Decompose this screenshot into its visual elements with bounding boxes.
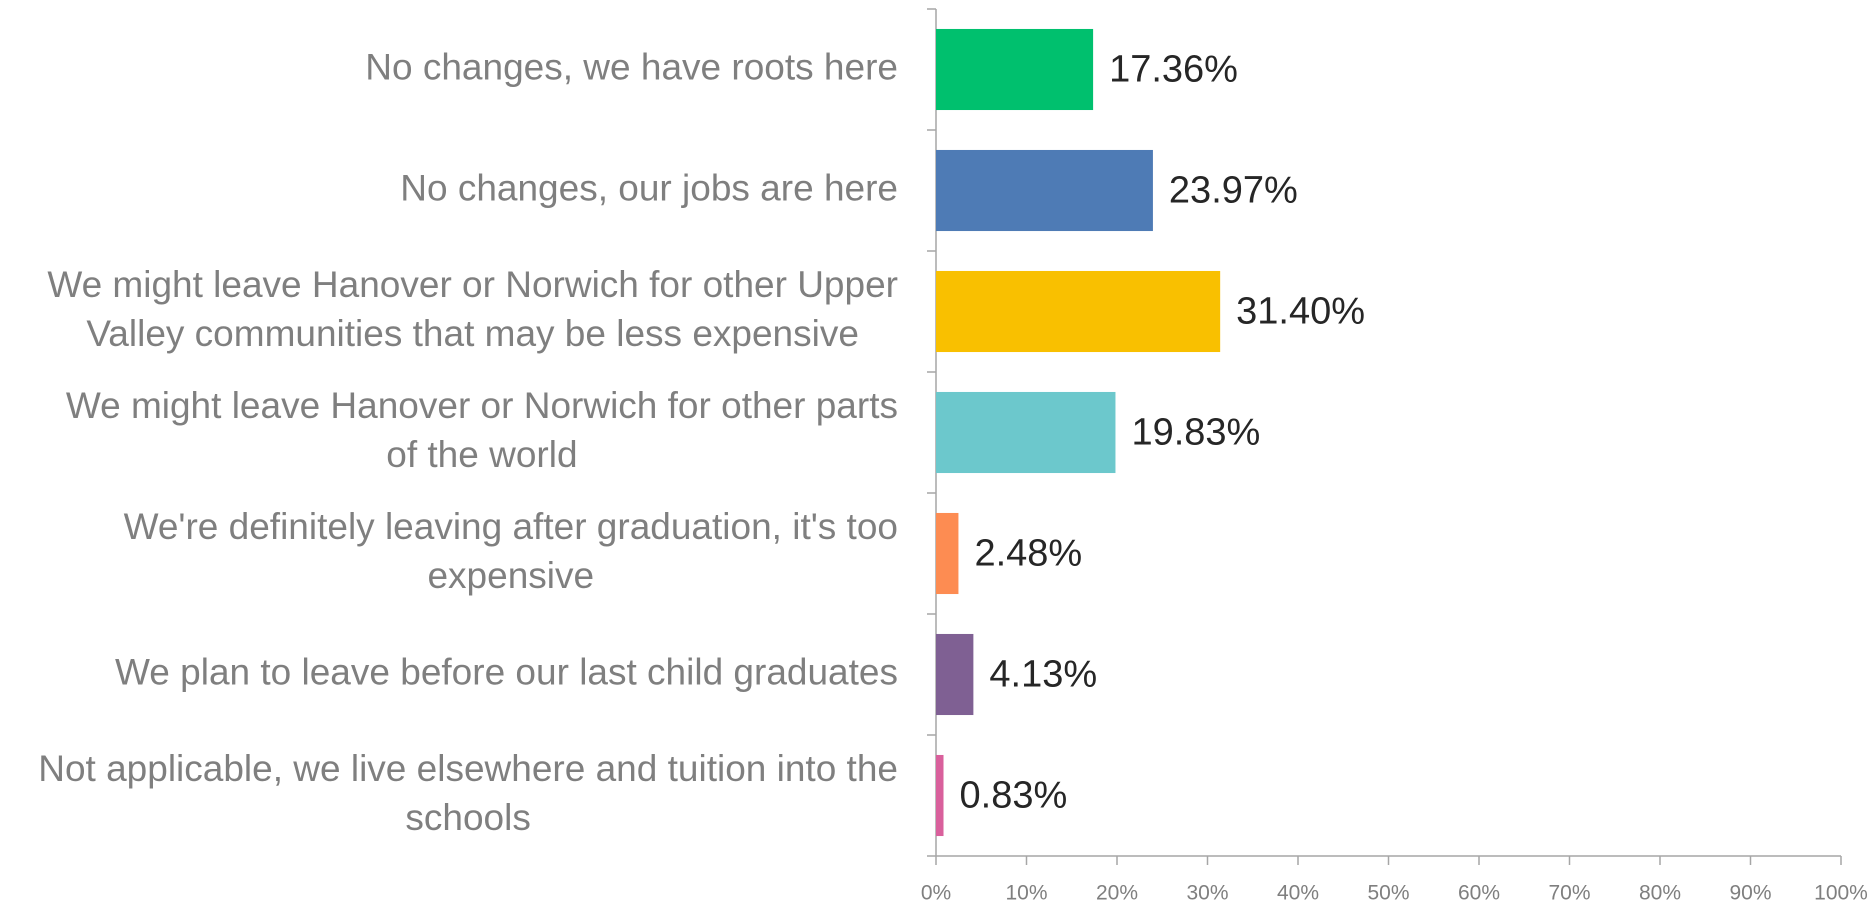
bar (936, 270, 1221, 353)
category-label: We plan to leave before our last child g… (115, 651, 898, 692)
x-tick-label: 70% (1548, 882, 1590, 905)
bar (936, 28, 1094, 111)
x-tick-label: 20% (1096, 882, 1138, 905)
value-label: 0.83% (960, 775, 1068, 817)
value-label: 17.36% (1109, 49, 1238, 91)
value-label: 19.83% (1131, 412, 1260, 454)
x-tick-label: 90% (1729, 882, 1771, 905)
category-label: No changes, our jobs are here (400, 167, 898, 208)
x-tick-label: 80% (1639, 882, 1681, 905)
category-label: of the world (386, 434, 577, 475)
value-label: 2.48% (974, 533, 1082, 575)
bar (936, 149, 1153, 232)
bar (936, 754, 944, 837)
x-tick-label: 10% (1005, 882, 1047, 905)
value-label: 4.13% (989, 654, 1097, 696)
value-label: 31.40% (1236, 291, 1365, 333)
x-tick-label: 40% (1277, 882, 1319, 905)
x-tick-label: 100% (1814, 882, 1868, 905)
category-label: We're definitely leaving after graduatio… (124, 506, 898, 547)
category-label: Valley communities that may be less expe… (86, 313, 859, 354)
bar (936, 391, 1116, 474)
category-label: We might leave Hanover or Norwich for ot… (47, 264, 898, 305)
x-tick-label: 30% (1186, 882, 1228, 905)
value-label: 23.97% (1169, 170, 1298, 212)
bar (936, 512, 959, 595)
bar (936, 633, 974, 716)
x-tick-label: 0% (921, 882, 951, 905)
category-label: schools (405, 797, 530, 838)
x-tick-label: 60% (1458, 882, 1500, 905)
category-label: We might leave Hanover or Norwich for ot… (66, 385, 898, 426)
x-tick-label: 50% (1367, 882, 1409, 905)
category-label: expensive (427, 555, 594, 596)
category-label: No changes, we have roots here (365, 46, 898, 87)
category-label: Not applicable, we live elsewhere and tu… (38, 748, 898, 789)
